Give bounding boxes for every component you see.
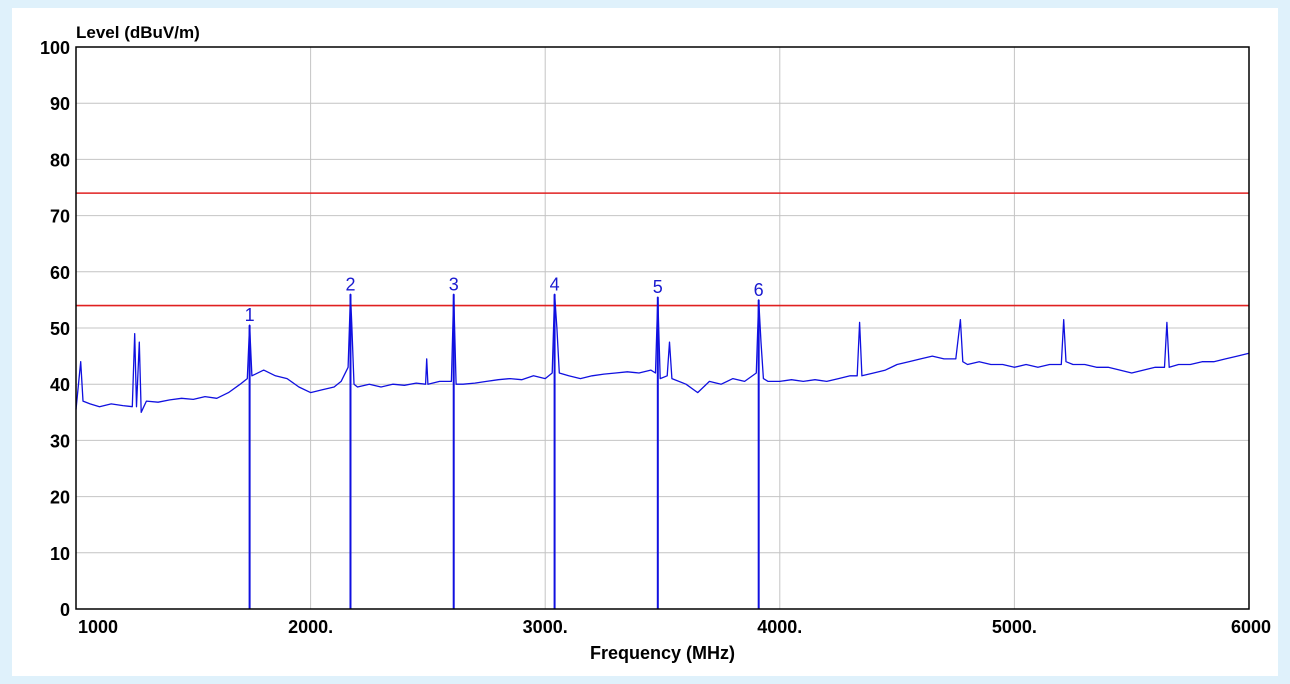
marker-label: 1 [245, 305, 255, 325]
y-tick-label: 20 [50, 488, 70, 508]
limit-lines [76, 192, 1249, 307]
x-tick-label: 3000. [523, 617, 568, 637]
y-tick-label: 70 [50, 207, 70, 227]
marker-label: 6 [754, 280, 764, 300]
x-tick-label: 2000. [288, 617, 333, 637]
plot-frame [75, 46, 1250, 610]
x-tick-label: 6000 [1231, 617, 1271, 637]
marker-layer: 1 2 3 4 5 6 [245, 274, 764, 609]
y-axis-label: Level (dBuV/m) [76, 23, 200, 42]
x-tick-labels: 1000 2000. 3000. 4000. 5000. 6000 [78, 617, 1271, 637]
y-tick-label: 90 [50, 94, 70, 114]
y-tick-label: 0 [60, 600, 70, 620]
marker-label: 3 [449, 274, 459, 294]
y-tick-label: 30 [50, 431, 70, 451]
x-tick-label: 4000. [757, 617, 802, 637]
grid [75, 46, 1250, 610]
marker-label: 4 [550, 274, 560, 294]
y-tick-label: 80 [50, 150, 70, 170]
x-axis-label: Frequency (MHz) [590, 643, 735, 663]
spectrum-chart: 1 2 3 4 5 6 1000 2000. 3000. 4000. 5000. 6000 0 10 2… [40, 23, 1271, 663]
y-tick-label: 60 [50, 263, 70, 283]
chart-panel: 1 2 3 4 5 6 1000 2000. 3000. 4000. 5000. 6000 0 10 2… [12, 8, 1278, 676]
y-tick-label: 40 [50, 375, 70, 395]
x-tick-label: 1000 [78, 617, 118, 637]
y-tick-label: 100 [40, 38, 70, 58]
y-tick-labels: 0 10 20 30 40 50 60 70 80 90 100 [40, 38, 70, 620]
marker-label: 2 [345, 274, 355, 294]
y-tick-label: 50 [50, 319, 70, 339]
x-tick-label: 5000. [992, 617, 1037, 637]
marker-label: 5 [653, 277, 663, 297]
y-tick-label: 10 [50, 544, 70, 564]
